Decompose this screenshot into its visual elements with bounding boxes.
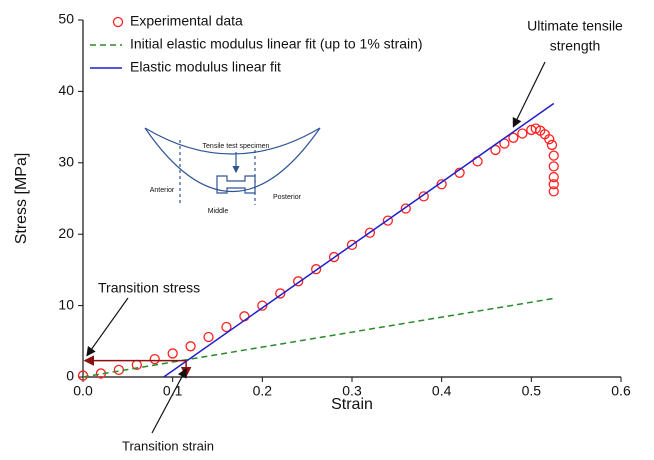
x-tick-label: 0.1 xyxy=(163,383,183,399)
data-point xyxy=(382,215,394,226)
data-point xyxy=(346,239,358,251)
data-point xyxy=(548,186,559,197)
x-axis-label: Strain xyxy=(331,396,373,413)
data-point xyxy=(418,191,429,202)
data-point xyxy=(203,331,214,343)
y-tick-label: 10 xyxy=(58,296,74,312)
data-point xyxy=(310,264,322,275)
annotation-arrow xyxy=(86,297,129,357)
data-point xyxy=(548,161,559,172)
data-point xyxy=(472,156,483,167)
x-tick-label: 0.2 xyxy=(253,383,273,399)
annotation-text: Transition stress xyxy=(98,280,200,296)
legend-label: Experimental data xyxy=(130,13,243,29)
y-tick-label: 0 xyxy=(66,368,74,384)
data-point xyxy=(548,150,559,161)
annotation-arrow xyxy=(512,61,546,128)
y-axis-label: Stress [MPa] xyxy=(13,153,30,245)
inset-label: Posterior xyxy=(273,194,302,201)
inset-diagram xyxy=(144,127,321,205)
fit-line xyxy=(163,102,555,378)
annotation-text: Ultimate tensile xyxy=(527,18,623,34)
data-point xyxy=(185,341,196,352)
data-point xyxy=(544,134,555,145)
data-point xyxy=(167,348,178,359)
data-point xyxy=(149,353,160,365)
inset-label: Tensile test specimen xyxy=(203,143,270,150)
inset-label: Anterior xyxy=(150,187,175,194)
annotation-text: strength xyxy=(550,38,601,54)
data-point xyxy=(239,311,250,322)
x-tick-label: 0.6 xyxy=(611,383,631,399)
data-point xyxy=(275,288,286,299)
annotation-arrow xyxy=(151,367,187,434)
fit-line xyxy=(82,297,554,378)
y-tick-label: 20 xyxy=(58,225,74,241)
x-tick-label: 0.0 xyxy=(73,383,93,399)
inset-label: Middle xyxy=(208,208,229,215)
data-point xyxy=(517,128,528,139)
data-point xyxy=(436,179,447,190)
data-point xyxy=(113,364,125,376)
data-point xyxy=(293,276,304,287)
x-tick-label: 0.4 xyxy=(432,383,452,399)
y-tick-label: 30 xyxy=(58,154,74,170)
annotation-text: Transition strain xyxy=(122,438,214,453)
x-tick-label: 0.3 xyxy=(342,383,362,399)
legend-marker xyxy=(112,16,124,28)
inset-specimen xyxy=(216,175,256,194)
data-point xyxy=(490,144,501,156)
data-point xyxy=(546,139,558,151)
y-tick-label: 50 xyxy=(58,11,74,27)
legend-label: Elastic modulus linear fit xyxy=(130,59,281,75)
data-point xyxy=(328,251,340,263)
data-point xyxy=(548,179,559,190)
data-point xyxy=(508,132,519,143)
data-point xyxy=(221,321,232,333)
inset-crescent xyxy=(144,127,321,192)
data-point xyxy=(364,227,376,238)
data-point xyxy=(400,203,411,214)
data-point xyxy=(548,171,559,183)
legend-label: Initial elastic modulus linear fit (up t… xyxy=(130,36,423,52)
y-tick-label: 40 xyxy=(58,82,74,98)
x-tick-label: 0.5 xyxy=(522,383,542,399)
